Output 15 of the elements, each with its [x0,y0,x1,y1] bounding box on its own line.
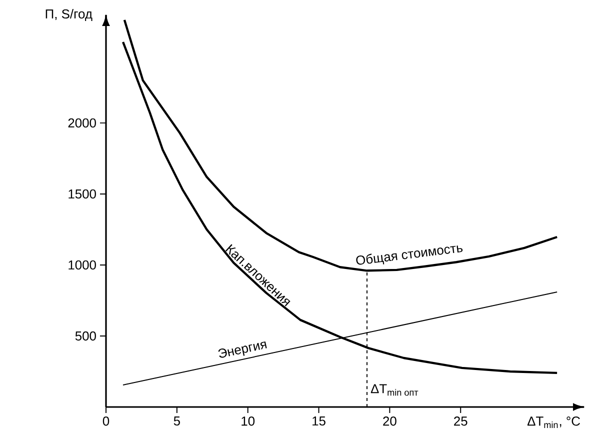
y-axis-title: П, S/год [46,9,92,21]
y-tick-label: 500 [75,331,96,341]
x-axis-title: ΔT$_{min}$, °C [527,416,580,428]
y-tick-label: 1000 [68,260,96,270]
annotation: $\text{ΔT}_{\text{min опт}}$ [370,384,418,396]
x-tick-label: 10 [242,416,255,426]
x-tick-label: 5 [174,416,180,426]
text: Энергия [218,341,267,358]
y-tick-label: 2000 [68,118,96,128]
x-tick-label: 15 [312,416,326,426]
x-tick-label: 0 [102,416,110,426]
text: Общая стоимость [356,246,463,265]
y-tick-label: 1500 [68,189,96,199]
x-tick-label: 20 [383,416,396,426]
x-tick-label: 25 [454,416,468,426]
